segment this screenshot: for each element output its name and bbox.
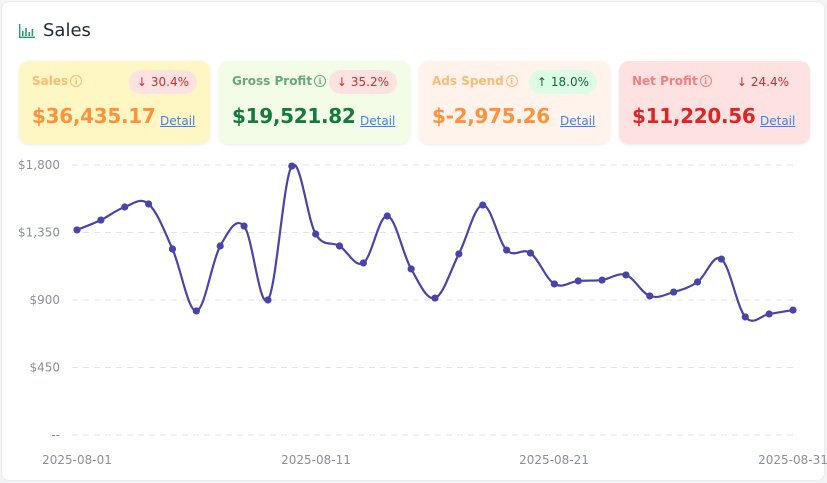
- data-point[interactable]: [741, 313, 749, 321]
- y-tick-label: $1,350: [18, 226, 60, 240]
- data-point[interactable]: [646, 292, 654, 300]
- data-point[interactable]: [693, 278, 702, 286]
- data-point[interactable]: [288, 162, 296, 170]
- info-icon[interactable]: i: [699, 75, 712, 87]
- data-point[interactable]: [192, 307, 200, 315]
- change-badge: ↓ 35.2%: [328, 70, 397, 94]
- data-point[interactable]: [73, 226, 81, 234]
- data-point[interactable]: [335, 242, 344, 250]
- kpi-card-net-profit: Net Profit i ↓ 24.4% $11,220.56 Detail: [619, 61, 810, 144]
- kpi-value: $11,220.56: [632, 104, 756, 128]
- data-point[interactable]: [216, 242, 224, 250]
- data-point[interactable]: [383, 212, 391, 220]
- data-point[interactable]: [97, 216, 105, 224]
- data-points: [73, 162, 797, 321]
- data-point[interactable]: [598, 276, 606, 284]
- y-axis: -- $450 $900 $1,350 $1,800: [18, 158, 60, 442]
- y-tick-label: $450: [29, 361, 60, 375]
- y-tick-label: $1,800: [18, 158, 60, 172]
- x-tick-label: 2025-08-01: [42, 453, 112, 467]
- kpi-cards: Sales i ↓ 30.4% $36,435.17 Detail Gross Pr…: [19, 61, 810, 144]
- detail-link[interactable]: Detail: [160, 114, 196, 128]
- data-point[interactable]: [121, 203, 129, 211]
- data-point[interactable]: [550, 280, 558, 288]
- sales-line-chart[interactable]: --$450$900$1,350$1,800 2025-08-01 2025-08…: [0, 150, 827, 483]
- kpi-card-ads-spend: Ads Spend i ↑ 18.0% $-2,975.26 Detail: [419, 61, 610, 144]
- data-point[interactable]: [574, 277, 582, 285]
- data-point[interactable]: [359, 259, 367, 267]
- panel-header: Sales: [19, 20, 91, 41]
- info-icon[interactable]: i: [314, 75, 327, 87]
- kpi-value: $36,435.17: [32, 104, 156, 128]
- data-point[interactable]: [168, 245, 177, 253]
- kpi-value: $-2,975.26: [432, 104, 550, 128]
- x-tick-label: 2025-08-31: [758, 453, 827, 467]
- data-point[interactable]: [526, 249, 535, 257]
- data-point[interactable]: [622, 271, 630, 279]
- data-point[interactable]: [431, 294, 439, 302]
- kpi-label: Net Profit i: [632, 74, 712, 88]
- change-badge: ↓ 24.4%: [736, 75, 789, 89]
- y-tick-label: $900: [29, 293, 60, 307]
- info-icon[interactable]: i: [70, 75, 83, 87]
- y-tick-label: --: [51, 428, 60, 442]
- data-point[interactable]: [407, 265, 415, 273]
- detail-link[interactable]: Detail: [360, 114, 396, 128]
- data-point[interactable]: [503, 246, 511, 254]
- kpi-card-sales: Sales i ↓ 30.4% $36,435.17 Detail: [19, 61, 210, 144]
- data-point[interactable]: [789, 306, 797, 314]
- arrow-down-icon: ↓: [136, 75, 147, 89]
- kpi-label: Ads Spend i: [432, 74, 518, 88]
- data-point[interactable]: [717, 255, 726, 263]
- data-point[interactable]: [455, 250, 463, 258]
- kpi-card-gross-profit: Gross Profit i ↓ 35.2% $19,521.82 Detail: [219, 61, 410, 144]
- data-point[interactable]: [240, 222, 248, 230]
- info-icon[interactable]: i: [505, 75, 518, 87]
- data-point[interactable]: [765, 310, 773, 318]
- bar-chart-icon: [19, 23, 35, 38]
- data-point[interactable]: [145, 200, 153, 208]
- kpi-label: Sales i: [32, 74, 83, 88]
- data-point[interactable]: [264, 296, 272, 304]
- x-axis: 2025-08-01 2025-08-11 2025-08-21 2025-08-31: [42, 453, 827, 467]
- change-badge: ↑ 18.0%: [528, 70, 597, 94]
- data-point[interactable]: [312, 230, 320, 238]
- detail-link[interactable]: Detail: [560, 114, 596, 128]
- arrow-up-icon: ↑: [536, 75, 547, 89]
- arrow-down-icon: ↓: [736, 75, 747, 89]
- kpi-label: Gross Profit i: [232, 74, 327, 88]
- data-point[interactable]: [670, 288, 678, 296]
- x-tick-label: 2025-08-11: [281, 453, 351, 467]
- x-tick-label: 2025-08-21: [519, 453, 589, 467]
- change-badge: ↓ 30.4%: [128, 70, 197, 94]
- panel-title: Sales: [43, 20, 91, 41]
- detail-link[interactable]: Detail: [760, 114, 796, 128]
- data-point[interactable]: [479, 201, 487, 209]
- arrow-down-icon: ↓: [336, 75, 347, 89]
- kpi-value: $19,521.82: [232, 104, 356, 128]
